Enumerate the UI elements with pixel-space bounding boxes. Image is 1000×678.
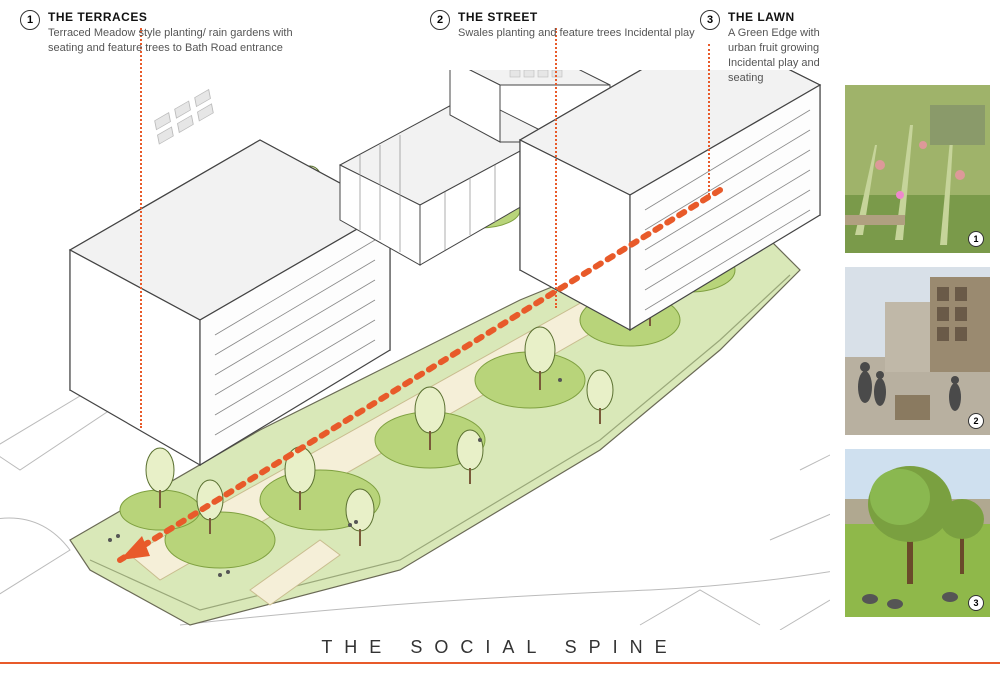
callout-lawn: 3 THE LAWN A Green Edge with urban fruit… [700, 10, 820, 85]
infographic-container: 1 THE TERRACES Terraced Meadow style pla… [0, 0, 1000, 678]
title-area: THE SOCIAL SPINE [0, 637, 1000, 664]
thumb-badge-1: 1 [968, 231, 984, 247]
thumbnails-column: 1 2 [845, 85, 990, 617]
thumb-badge-2: 2 [968, 413, 984, 429]
site-diagram [0, 70, 830, 630]
leader-line-2 [555, 28, 557, 308]
thumb-badge-3: 3 [968, 595, 984, 611]
callout-badge-2: 2 [430, 10, 450, 30]
callout-title-2: THE STREET [458, 10, 695, 24]
thumb-meadow: 1 [845, 85, 990, 253]
thumb-lawn: 3 [845, 449, 990, 617]
callout-desc-3: A Green Edge with urban fruit growing In… [728, 26, 820, 85]
callout-badge-1: 1 [20, 10, 40, 30]
callout-desc-2: Swales planting and feature trees Incide… [458, 26, 695, 41]
callout-street: 2 THE STREET Swales planting and feature… [430, 10, 695, 41]
callout-terraces: 1 THE TERRACES Terraced Meadow style pla… [20, 10, 318, 56]
callout-title-3: THE LAWN [728, 10, 820, 24]
leader-line-1 [140, 28, 142, 428]
page-title: THE SOCIAL SPINE [0, 637, 1000, 658]
thumb-street: 2 [845, 267, 990, 435]
title-rule [0, 662, 1000, 664]
callout-title-1: THE TERRACES [48, 10, 318, 24]
callout-desc-1: Terraced Meadow style planting/ rain gar… [48, 26, 318, 56]
callout-badge-3: 3 [700, 10, 720, 30]
